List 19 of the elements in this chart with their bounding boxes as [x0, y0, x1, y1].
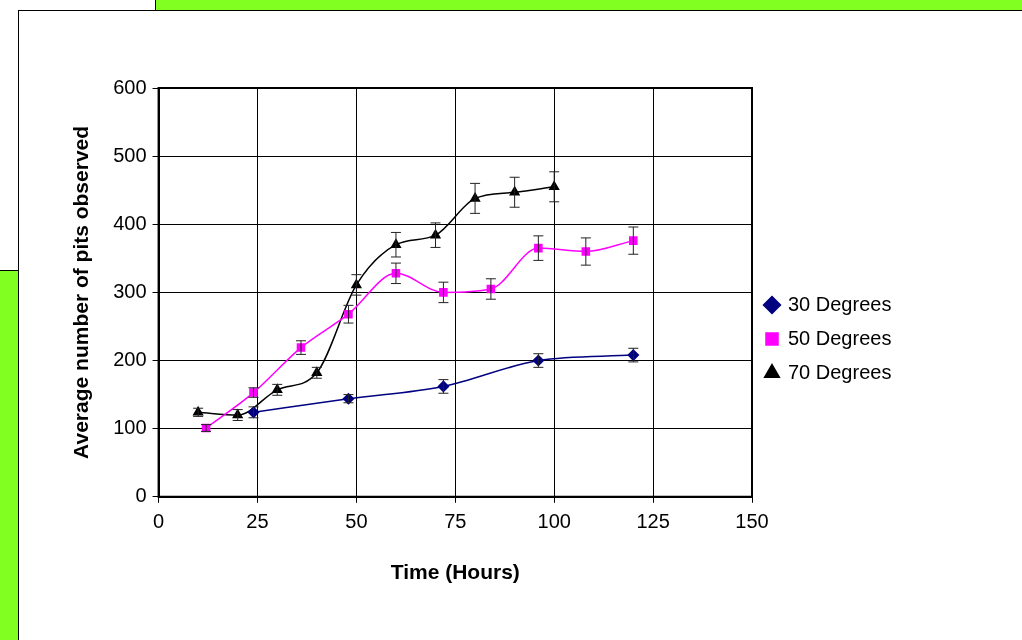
y-tick-label: 600 [113, 75, 147, 98]
x-tick-label: 150 [735, 510, 769, 533]
y-tick-label: 300 [113, 279, 147, 302]
y-tick-label: 0 [135, 484, 147, 507]
x-tick-label: 25 [246, 510, 269, 533]
y-tick-label: 200 [113, 348, 147, 371]
x-tick-label: 0 [153, 510, 165, 533]
y-tick-label: 500 [113, 143, 147, 166]
legend-label: 50 Degrees [788, 326, 892, 349]
y-tick-label: 100 [113, 416, 147, 439]
legend-label: 30 Degrees [788, 292, 892, 315]
x-axis-title: Time (Hours) [390, 560, 520, 584]
y-axis-title: Average number of pits observed [69, 125, 93, 459]
x-tick-label: 50 [345, 510, 368, 533]
x-tick-label: 100 [537, 510, 571, 533]
x-tick-label: 125 [636, 510, 670, 533]
x-tick-label: 75 [444, 510, 467, 533]
legend-label: 70 Degrees [788, 360, 892, 383]
y-tick-label: 400 [113, 211, 147, 234]
